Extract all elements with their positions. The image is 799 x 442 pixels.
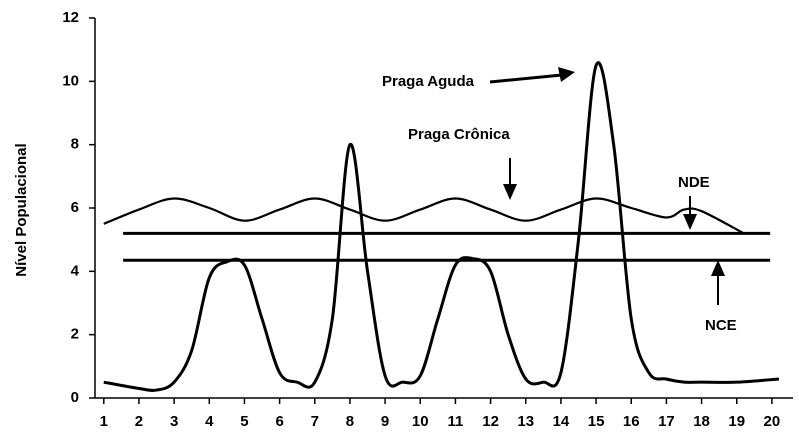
x-tick-label: 4 bbox=[205, 413, 214, 430]
x-tick-label: 16 bbox=[623, 413, 640, 430]
x-tick-label: 6 bbox=[275, 413, 283, 430]
x-tick-label: 1 bbox=[100, 413, 108, 430]
y-tick-label: 8 bbox=[71, 136, 79, 153]
x-tick-label: 17 bbox=[658, 413, 675, 430]
y-tick-label: 0 bbox=[71, 389, 79, 406]
x-tick-label: 11 bbox=[447, 413, 463, 430]
threshold-label: NCE bbox=[705, 317, 737, 334]
y-tick-label: 2 bbox=[71, 326, 79, 343]
annotation: Praga Aguda bbox=[382, 73, 475, 90]
x-tick-label: 15 bbox=[588, 413, 605, 430]
y-axis-label: Nível Populacional bbox=[13, 143, 30, 276]
arrow bbox=[489, 73, 563, 84]
y-tick-label: 10 bbox=[62, 72, 79, 89]
x-tick-label: 14 bbox=[553, 413, 570, 430]
arrow-head bbox=[683, 214, 697, 230]
x-tick-label: 13 bbox=[517, 413, 534, 430]
threshold-label: NDE bbox=[678, 174, 710, 191]
x-tick-label: 7 bbox=[311, 413, 319, 430]
x-tick-label: 12 bbox=[482, 413, 499, 430]
x-tick-label: 10 bbox=[412, 413, 429, 430]
y-tick-label: 12 bbox=[62, 9, 79, 26]
x-tick-label: 19 bbox=[728, 413, 745, 430]
arrow-head bbox=[503, 184, 517, 200]
y-tick-label: 4 bbox=[71, 262, 80, 279]
series-line bbox=[103, 197, 745, 235]
annotation: Praga Crônica bbox=[408, 126, 510, 143]
series-line bbox=[103, 61, 780, 392]
x-tick-label: 18 bbox=[693, 413, 710, 430]
x-tick-label: 8 bbox=[346, 413, 354, 430]
x-tick-label: 2 bbox=[135, 413, 143, 430]
arrow-head bbox=[711, 260, 725, 276]
x-tick-label: 3 bbox=[170, 413, 178, 430]
arrow-head bbox=[558, 67, 575, 82]
x-tick-label: 5 bbox=[240, 413, 248, 430]
x-tick-label: 9 bbox=[381, 413, 389, 430]
x-tick-label: 20 bbox=[764, 413, 781, 430]
y-tick-label: 6 bbox=[71, 199, 79, 216]
